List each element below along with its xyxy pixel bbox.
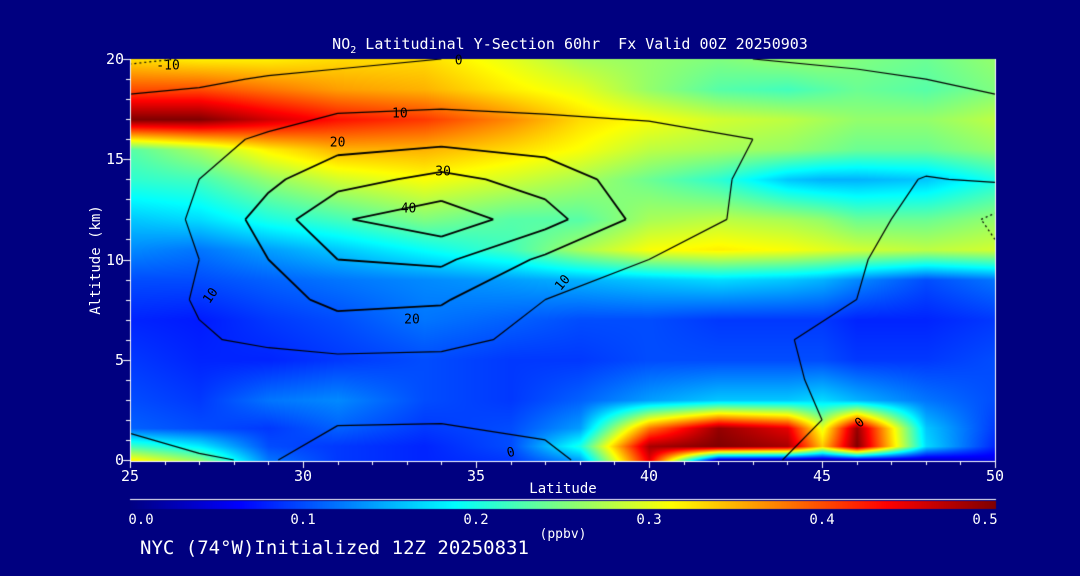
contour-plot-canvas: [0, 0, 1080, 576]
figure: NO2 Latitudinal Y-Section 60hr Fx Valid …: [0, 0, 1080, 576]
